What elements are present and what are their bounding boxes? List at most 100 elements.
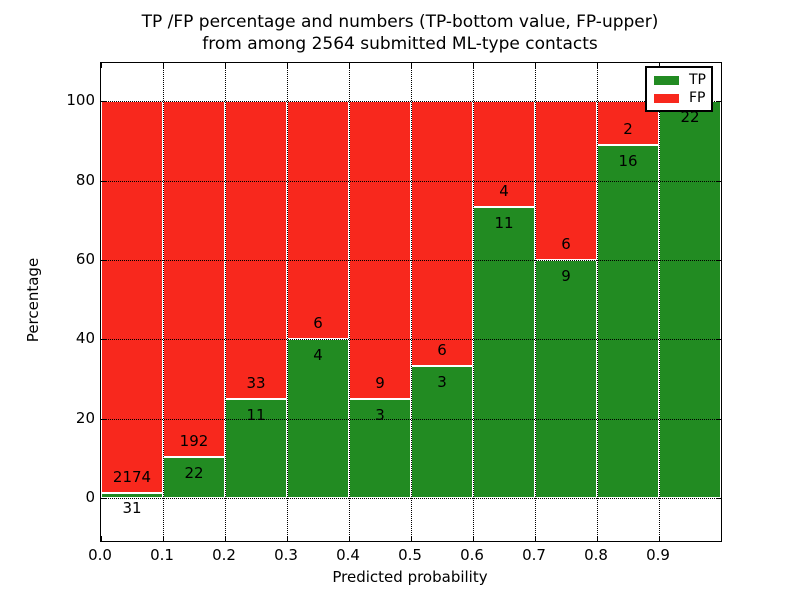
bar-segment-fp bbox=[411, 101, 473, 366]
chart-title-line-2: from among 2564 submitted ML-type contac… bbox=[202, 34, 598, 54]
x-tick-mark bbox=[225, 536, 226, 541]
y-tick-mark bbox=[101, 101, 106, 103]
y-tick-mark bbox=[101, 498, 106, 500]
legend-entry-tp: TP bbox=[654, 72, 706, 88]
chart-title-line-1: TP /FP percentage and numbers (TP-bottom… bbox=[141, 12, 659, 32]
y-tick-mark bbox=[716, 498, 721, 500]
x-tick-mark bbox=[659, 536, 660, 541]
y-tick-mark bbox=[101, 339, 106, 341]
fp-count-label: 9 bbox=[375, 373, 385, 392]
bar-segment-fp bbox=[287, 101, 349, 340]
gridline-vertical bbox=[162, 63, 164, 541]
x-axis-label: Predicted probability bbox=[332, 568, 488, 586]
tp-color-swatch bbox=[654, 75, 679, 85]
bar-segment-tp bbox=[225, 398, 287, 499]
fp-count-label: 4 bbox=[499, 182, 509, 201]
tp-count-label: 22 bbox=[184, 464, 204, 483]
fp-count-label: 192 bbox=[179, 432, 209, 451]
x-tick-mark bbox=[535, 536, 536, 541]
y-tick-mark bbox=[716, 418, 721, 420]
gridline-vertical bbox=[472, 63, 474, 541]
gridline-vertical bbox=[224, 63, 226, 541]
y-tick-label: 40 bbox=[75, 329, 95, 348]
bar-segment-tp bbox=[659, 101, 721, 499]
tp-count-label: 31 bbox=[122, 499, 142, 518]
x-tick-label: 0.0 bbox=[88, 546, 112, 564]
gridline-vertical bbox=[286, 63, 288, 541]
legend-entry-fp: FP bbox=[654, 90, 706, 106]
tp-count-label: 3 bbox=[375, 405, 385, 424]
y-tick-mark bbox=[716, 180, 721, 182]
y-tick-label: 60 bbox=[75, 249, 95, 268]
bar-segment-fp bbox=[101, 101, 163, 493]
y-tick-label: 80 bbox=[75, 170, 95, 189]
y-tick-mark bbox=[101, 418, 106, 420]
x-tick-mark bbox=[287, 63, 288, 68]
bar-segment-tp bbox=[411, 365, 473, 499]
tp-count-label: 4 bbox=[313, 346, 323, 365]
y-tick-mark bbox=[716, 339, 721, 341]
x-tick-mark bbox=[659, 63, 660, 68]
tp-count-label: 11 bbox=[246, 405, 266, 424]
x-tick-mark bbox=[473, 536, 474, 541]
y-tick-label: 0 bbox=[85, 488, 95, 507]
x-tick-mark bbox=[535, 63, 536, 68]
x-tick-mark bbox=[597, 63, 598, 68]
fp-count-label: 6 bbox=[561, 235, 571, 254]
x-tick-mark bbox=[473, 63, 474, 68]
tp-count-label: 3 bbox=[437, 372, 447, 391]
legend-label-fp: FP bbox=[689, 90, 706, 106]
y-tick-mark bbox=[716, 259, 721, 261]
tp-count-label: 9 bbox=[561, 266, 571, 285]
fp-count-label: 6 bbox=[313, 314, 323, 333]
x-tick-label: 0.7 bbox=[522, 546, 546, 564]
bar-segment-tp bbox=[597, 145, 659, 499]
fp-color-swatch bbox=[654, 93, 679, 103]
bar-segment-tp bbox=[473, 206, 535, 499]
x-tick-label: 0.9 bbox=[646, 546, 670, 564]
x-tick-mark bbox=[287, 536, 288, 541]
x-tick-mark bbox=[349, 63, 350, 68]
gridline-vertical bbox=[410, 63, 412, 541]
fp-count-label: 33 bbox=[246, 373, 266, 392]
fp-count-label: 2 bbox=[623, 120, 633, 139]
y-tick-label: 20 bbox=[75, 408, 95, 427]
gridline-vertical bbox=[658, 63, 660, 541]
x-tick-mark bbox=[411, 536, 412, 541]
y-tick-label: 100 bbox=[66, 91, 95, 110]
x-tick-label: 0.3 bbox=[274, 546, 298, 564]
x-tick-label: 0.2 bbox=[212, 546, 236, 564]
x-tick-mark bbox=[225, 63, 226, 68]
tp-count-label: 22 bbox=[680, 107, 700, 126]
y-tick-mark bbox=[716, 101, 721, 103]
tp-count-label: 11 bbox=[494, 213, 514, 232]
fp-count-label: 2174 bbox=[112, 467, 152, 486]
x-tick-mark bbox=[101, 63, 102, 68]
y-tick-mark bbox=[101, 180, 106, 182]
bar-segment-fp bbox=[349, 101, 411, 399]
tp-count-label: 16 bbox=[618, 152, 638, 171]
legend: TP FP bbox=[645, 66, 713, 112]
x-tick-label: 0.8 bbox=[584, 546, 608, 564]
x-tick-label: 0.1 bbox=[150, 546, 174, 564]
legend-label-tp: TP bbox=[689, 72, 706, 88]
gridline-vertical bbox=[348, 63, 350, 541]
x-tick-label: 0.4 bbox=[336, 546, 360, 564]
y-tick-mark bbox=[101, 259, 106, 261]
bar-segment-tp bbox=[535, 259, 597, 499]
x-tick-label: 0.6 bbox=[460, 546, 484, 564]
fp-count-label: 6 bbox=[437, 340, 447, 359]
x-tick-mark bbox=[411, 63, 412, 68]
bar-segment-fp bbox=[225, 101, 287, 399]
plot-area: 2174 31 192 22 33 11 6 4 9 3 6 3 4 11 6 9 2 16 22 bbox=[100, 62, 722, 542]
x-tick-mark bbox=[101, 536, 102, 541]
x-tick-mark bbox=[597, 536, 598, 541]
gridline-vertical bbox=[534, 63, 536, 541]
x-tick-label: 0.5 bbox=[398, 546, 422, 564]
x-tick-mark bbox=[163, 63, 164, 68]
bar-segment-fp bbox=[473, 101, 535, 207]
x-tick-mark bbox=[349, 536, 350, 541]
bar-segment-fp bbox=[163, 101, 225, 458]
gridline-vertical bbox=[596, 63, 598, 541]
